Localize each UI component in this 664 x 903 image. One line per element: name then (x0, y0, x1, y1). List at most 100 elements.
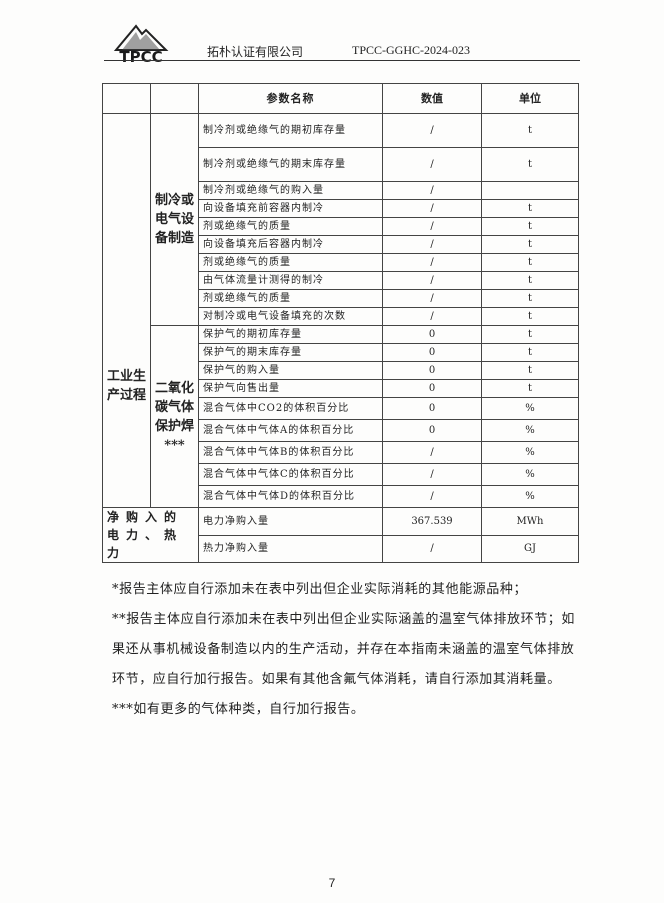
table-row: 剂或绝缘气的质量 / t (103, 253, 579, 272)
company-name: 拓朴认证有限公司 (207, 45, 304, 59)
category-cell: 工业生产过程 (102, 113, 151, 508)
param-name: 电力净购入量 (198, 507, 383, 536)
param-unit: t (481, 235, 579, 254)
header-empty (102, 83, 151, 114)
param-unit: % (481, 397, 579, 420)
param-name: 对制冷或电气设备填充的次数 (198, 307, 383, 326)
param-value: / (382, 217, 482, 236)
param-value: / (382, 271, 482, 290)
param-unit: t (481, 379, 579, 398)
param-name: 向设备填充后容器内制冷 (198, 235, 383, 254)
param-value: / (382, 534, 482, 563)
param-name: 制冷剂或绝缘气的购入量 (198, 181, 383, 200)
param-value: / (382, 181, 482, 200)
table-row: 由气体流量计测得的制冷 / t (103, 271, 579, 290)
param-name: 热力净购入量 (198, 534, 383, 563)
param-value: / (382, 199, 482, 218)
param-unit: t (481, 217, 579, 236)
param-value: 0 (382, 325, 482, 344)
param-unit: % (481, 419, 579, 442)
footnotes: *报告主体应自行添加未在表中列出但企业实际消耗的其他能源品种； **报告主体应自… (112, 575, 582, 725)
param-name: 剂或绝缘气的质量 (198, 217, 383, 236)
param-value: 0 (382, 361, 482, 380)
param-name: 保护气的期初库存量 (198, 325, 383, 344)
page-number: 7 (328, 876, 336, 890)
header-divider (104, 60, 580, 61)
param-unit: % (481, 485, 579, 508)
table-row: 混合气体中气体D的体积百分比 /% (103, 485, 579, 508)
footnote: ***如有更多的气体种类，自行加行报告。 (112, 702, 365, 717)
param-value: / (382, 253, 482, 272)
param-name: 剂或绝缘气的质量 (198, 253, 383, 272)
param-name: 保护气的期末库存量 (198, 343, 383, 362)
footnote: *报告主体应自行添加未在表中列出但企业实际消耗的其他能源品种； (112, 582, 528, 597)
param-unit: t (481, 307, 579, 326)
param-value: 0 (382, 343, 482, 362)
footnote: **报告主体应自行添加未在表中列出但企业实际涵盖的温室气体排放环节；如果还从事机… (112, 612, 576, 687)
param-unit: t (481, 271, 579, 290)
param-unit: t (481, 147, 579, 182)
param-value: / (382, 463, 482, 486)
param-unit: MWh (481, 507, 579, 536)
param-name: 混合气体中气体D的体积百分比 (198, 485, 383, 508)
parameter-table: 参数名称 数值 单位 工业生产过程 制冷或电气设备制造 制冷剂或绝缘气的期初库存量 / t 制冷… (102, 83, 579, 563)
column-header: 数值 (382, 83, 482, 114)
table-row: 混合气体中气体B的体积百分比 /% (103, 441, 579, 464)
table-row: 向设备填充后容器内制冷 / t (103, 235, 579, 254)
param-unit: t (481, 289, 579, 308)
table-row: 对制冷或电气设备填充的次数 / t (103, 307, 579, 326)
param-unit: % (481, 441, 579, 464)
param-name: 保护气向售出量 (198, 379, 383, 398)
param-unit: % (481, 463, 579, 486)
param-unit: t (481, 253, 579, 272)
param-value: / (382, 113, 482, 148)
table-row: 二氧化碳气体保护焊 *** 保护气的期初库存量 0 t (103, 325, 579, 508)
logo-text: TPCC (119, 48, 163, 66)
tpcc-logo: TPCC (112, 22, 170, 66)
param-name: 由气体流量计测得的制冷 (198, 271, 383, 290)
table-row: 热力净购入量 / GJ (103, 534, 579, 563)
table-row: 剂或绝缘气的质量 / t (103, 289, 579, 308)
table-row: 剂或绝缘气的质量 / t (103, 217, 579, 236)
param-value: / (382, 307, 482, 326)
param-name: 制冷剂或绝缘气的期末库存量 (198, 147, 383, 182)
param-unit: t (481, 343, 579, 362)
group-label: 二氧化碳气体保护焊 (155, 380, 195, 434)
group-mark: *** (164, 437, 185, 453)
param-name: 向设备填充前容器内制冷 (198, 199, 383, 218)
param-unit: t (481, 199, 579, 218)
param-name: 混合气体中气体B的体积百分比 (198, 441, 383, 464)
param-name: 混合气体中气体A的体积百分比 (198, 419, 383, 442)
param-name: 剂或绝缘气的质量 (198, 289, 383, 308)
column-header: 参数名称 (198, 83, 383, 114)
param-value: / (382, 147, 482, 182)
param-unit: GJ (481, 534, 579, 563)
param-value: / (382, 289, 482, 308)
param-value: / (382, 441, 482, 464)
group-cell: 制冷或电气设备制造 (150, 113, 199, 326)
param-unit: t (481, 113, 579, 148)
param-value: 0 (382, 397, 482, 420)
document-number: TPCC-GGHC-2024-023 (352, 43, 471, 57)
param-unit: t (481, 325, 579, 344)
group-cell: 二氧化碳气体保护焊 *** (150, 325, 199, 508)
category-cell: 净购入的电力、热力 (102, 507, 199, 563)
header-empty (150, 83, 199, 114)
table-row: 制冷剂或绝缘气的期末库存量 / t (103, 147, 579, 182)
param-name: 混合气体中CO2的体积百分比 (198, 397, 383, 420)
table-row: 混合气体中气体A的体积百分比 0% (103, 419, 579, 442)
mountain-icon (113, 24, 169, 51)
param-unit: t (481, 361, 579, 380)
param-value: 0 (382, 419, 482, 442)
param-value: / (382, 235, 482, 254)
table-row: 净购入的电力、热力 电力净购入量 367.539 MWh (102, 507, 579, 563)
table-row: 混合气体中CO2的体积百分比 0% (103, 397, 579, 420)
param-unit (481, 181, 579, 200)
table-row: 制冷剂或绝缘气的购入量 / (103, 181, 579, 200)
param-name: 混合气体中气体C的体积百分比 (198, 463, 383, 486)
param-name: 保护气的购入量 (198, 361, 383, 380)
header-row: 参数名称 数值 单位 (102, 83, 579, 114)
table-row: 工业生产过程 制冷或电气设备制造 制冷剂或绝缘气的期初库存量 / t (102, 113, 579, 508)
param-value: / (382, 485, 482, 508)
